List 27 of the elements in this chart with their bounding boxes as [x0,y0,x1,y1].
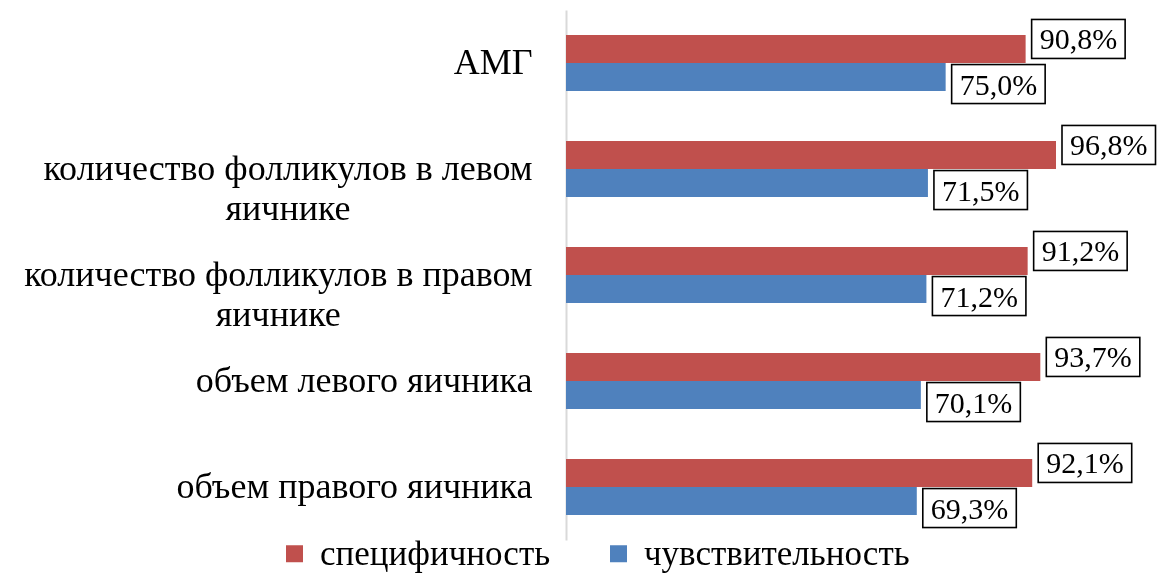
bar [566,275,927,304]
bar [566,34,1026,63]
y-tick-label: АМГ [453,42,533,82]
data-label: 93,7% [1054,340,1132,374]
data-label: 92,1% [1046,446,1124,480]
y-tick-label: количество фолликулов в левом яичнике [43,148,533,228]
data-label: 96,8% [1070,128,1148,162]
legend-label: специфичность [320,533,551,573]
bar [566,487,917,516]
data-label: 75,0% [959,67,1038,101]
data-label: 90,8% [1039,22,1118,56]
data-label: 71,5% [941,173,1020,207]
y-tick-label: объем правого яичника [176,466,533,506]
bar [566,63,946,92]
data-label: 69,3% [930,491,1009,525]
y-tick-label: объем левого яичника [195,360,533,400]
bar [566,352,1041,381]
data-label: 71,2% [940,279,1018,313]
bar [566,169,928,198]
y-tick-label: количество фолликулов в правом яичнике [24,254,533,334]
data-label: 91,2% [1041,234,1120,268]
bar [566,458,1033,487]
bar [566,246,1028,275]
bar [566,140,1056,169]
bar [566,381,921,410]
data-label: 70,1% [934,385,1013,419]
legend-label: чувствительность [644,533,910,573]
